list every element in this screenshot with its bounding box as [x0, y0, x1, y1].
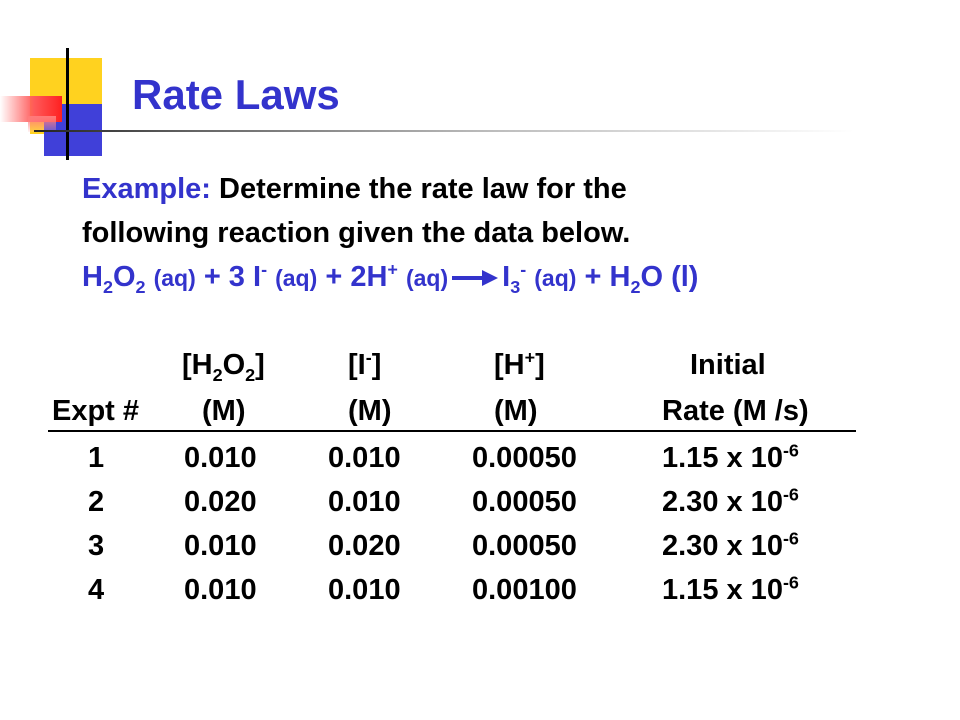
title-underline [34, 130, 854, 132]
table-row-2-iodide: 0.010 [328, 486, 401, 518]
header-text: ] [535, 349, 545, 381]
table-row-3-hydrogen: 0.00050 [472, 530, 577, 562]
decor-vertical-line [66, 48, 69, 160]
state-l: (l) [671, 261, 699, 293]
header-sub: 2 [245, 364, 256, 385]
example-line-2: following reaction given the data below. [82, 217, 631, 249]
example-label: Example: [82, 173, 211, 205]
table-row-1-rate: 1.15 x 10-6 [662, 441, 799, 475]
col-header-rate-bottom: Rate (M /s) [662, 395, 809, 427]
rate-mantissa: 1.15 x 10 [662, 574, 783, 606]
header-text: O [222, 349, 246, 381]
header-text: ] [255, 349, 265, 381]
reaction-water-h: + H [584, 261, 631, 293]
table-row-3-expt: 3 [88, 530, 105, 562]
table-row-4-expt: 4 [88, 574, 105, 606]
rate-exponent: -6 [782, 528, 799, 549]
header-sub: 2 [212, 364, 223, 385]
table-row-3-rate: 2.30 x 10-6 [662, 529, 799, 563]
example-text: Determine the rate law for the [219, 173, 627, 205]
col-header-unit-h2o2: (M) [202, 395, 246, 427]
table-row-2-hydrogen: 0.00050 [472, 486, 577, 518]
reaction-sub: 3 [510, 276, 521, 297]
reaction-charge: - [261, 259, 268, 280]
header-text: [H [182, 349, 213, 381]
header-sup: - [365, 347, 372, 368]
col-header-h2o2: [H2O2] [182, 348, 265, 385]
table-row-1-expt: 1 [88, 442, 105, 474]
reaction-arrow-icon [452, 270, 499, 287]
table-row-4-hydrogen: 0.00100 [472, 574, 577, 606]
state-aq: (aq) [275, 265, 318, 291]
reaction-o: O [112, 261, 136, 293]
rate-exponent: -6 [782, 572, 799, 593]
table-row-2-rate: 2.30 x 10-6 [662, 485, 799, 519]
reaction-equation: H2O2 (aq) + 3 I- (aq) + 2H+ (aq) I3- (aq)… [82, 260, 698, 295]
rate-mantissa: 2.30 x 10 [662, 486, 783, 518]
reaction-hydrogen: + 2H [325, 261, 388, 293]
col-header-iodide: [I-] [348, 348, 381, 382]
table-row-4-rate: 1.15 x 10-6 [662, 573, 799, 607]
col-header-hydrogen: [H+] [494, 348, 545, 382]
state-aq: (aq) [153, 265, 196, 291]
example-line-1: Example: Determine the rate law for the [82, 172, 627, 206]
header-underline [48, 430, 856, 432]
reaction-charge: - [520, 259, 527, 280]
col-header-unit-iodide: (M) [348, 395, 392, 427]
state-aq: (aq) [534, 265, 577, 291]
rate-exponent: -6 [782, 484, 799, 505]
reaction-sub: 2 [630, 276, 641, 297]
table-row-4-iodide: 0.010 [328, 574, 401, 606]
table-row-1-h2o2: 0.010 [184, 442, 257, 474]
col-header-unit-hydrogen: (M) [494, 395, 538, 427]
reaction-iodide: + 3 I [203, 261, 262, 293]
table-row-3-h2o2: 0.010 [184, 530, 257, 562]
table-row-3-iodide: 0.020 [328, 530, 401, 562]
rate-exponent: -6 [782, 440, 799, 461]
table-row-1-hydrogen: 0.00050 [472, 442, 577, 474]
reaction-h: H [82, 261, 103, 293]
reaction-sub: 2 [135, 276, 146, 297]
state-aq: (aq) [405, 265, 449, 291]
slide-title: Rate Laws [132, 71, 340, 118]
header-text: [H [494, 349, 525, 381]
header-text: ] [371, 349, 382, 381]
table-row-2-expt: 2 [88, 486, 105, 518]
header-sup: + [524, 347, 536, 368]
reaction-charge: + [387, 259, 398, 280]
table-row-4-h2o2: 0.010 [184, 574, 257, 606]
header-text: [I [348, 349, 366, 381]
col-header-rate-top: Initial [690, 349, 766, 381]
decor-red-glow-small [28, 116, 56, 132]
table-row-2-h2o2: 0.020 [184, 486, 257, 518]
reaction-triiodide: I [502, 261, 511, 293]
reaction-sub: 2 [102, 276, 113, 297]
table-row-1-iodide: 0.010 [328, 442, 401, 474]
reaction-water-o: O [640, 261, 663, 293]
rate-mantissa: 1.15 x 10 [662, 442, 783, 474]
rate-mantissa: 2.30 x 10 [662, 530, 783, 562]
col-header-expt: Expt # [52, 395, 140, 427]
